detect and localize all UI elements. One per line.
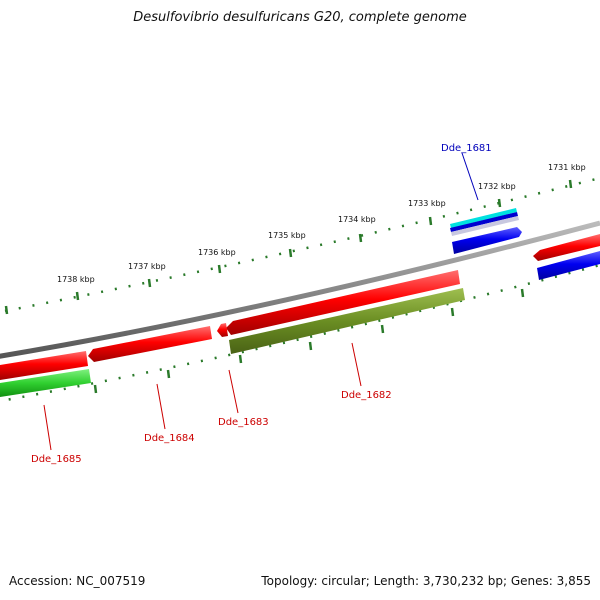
gene-callout-lines: [43, 152, 479, 451]
callout-dde-1683: [228, 369, 239, 414]
scale-label-1738: 1738 kbp: [57, 275, 95, 284]
scale-label-1732: 1732 kbp: [478, 182, 516, 191]
scale-major-ticks: [4, 179, 573, 315]
cds-arrow-red-long[interactable]: [226, 270, 460, 335]
gene-labels: Dde_1681 Dde_1682 Dde_1683 Dde_1684 Dde_…: [31, 143, 492, 465]
scale-label-1731: 1731 kbp: [548, 163, 586, 172]
callout-dde-1684: [156, 383, 166, 430]
gene-feature-dde-1683[interactable]: [217, 323, 228, 337]
scale-label-1735: 1735 kbp: [268, 231, 306, 240]
gene-feature-dde-1684[interactable]: [88, 326, 212, 362]
gene-feature-dde-1685-rna[interactable]: [0, 369, 91, 397]
gene-label-dde-1681: Dde_1681: [441, 143, 492, 154]
genome-summary-text: Topology: circular; Length: 3,730,232 bp…: [261, 574, 591, 588]
callout-dde-1685: [43, 404, 52, 451]
scale-label-1734: 1734 kbp: [338, 215, 376, 224]
callout-dde-1681: [461, 152, 479, 201]
scale-label-1733: 1733 kbp: [408, 199, 446, 208]
gene-feature-right-edge[interactable]: [533, 234, 600, 280]
gene-label-dde-1685: Dde_1685: [31, 454, 82, 465]
gene-label-dde-1683: Dde_1683: [218, 417, 269, 428]
genome-backbone: [0, 220, 600, 359]
gene-feature-dde-1681[interactable]: [450, 208, 522, 254]
gene-label-dde-1682: Dde_1682: [341, 390, 392, 401]
gene-label-dde-1684: Dde_1684: [144, 433, 195, 444]
scale-ticks-upper: [4, 176, 600, 313]
map-title: Desulfovibrio desulfuricans G20, complet…: [133, 10, 467, 25]
scale-minor-ticks-lower: [93, 288, 525, 394]
gene-feature-dde-1682[interactable]: [229, 288, 465, 354]
cds-arrow-blue-1681: [452, 227, 522, 254]
callout-dde-1682: [351, 342, 362, 387]
accession-text: Accession: NC_007519: [9, 574, 146, 588]
scale-label-1737: 1737 kbp: [128, 262, 166, 271]
scale-labels: 1731 kbp 1732 kbp 1733 kbp 1734 kbp 1735…: [57, 163, 586, 284]
gene-feature-dde-1685-cds[interactable]: [0, 351, 88, 380]
scale-label-1736: 1736 kbp: [198, 248, 236, 257]
